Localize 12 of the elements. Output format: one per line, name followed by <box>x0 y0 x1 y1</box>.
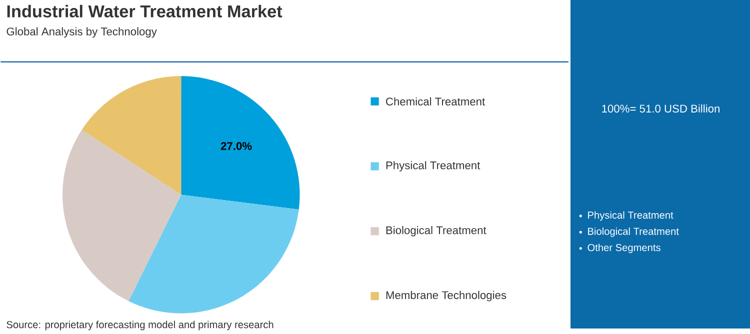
text: Other Segments <box>588 244 660 254</box>
text: Biological Treatment <box>588 228 679 238</box>
legend-label: Biological Treatment <box>386 226 486 237</box>
legend-label: Physical Treatment <box>386 161 480 172</box>
text: Physical Treatment <box>588 211 674 221</box>
data-label: 27.0% <box>220 142 252 150</box>
legend-label: Chemical Treatment <box>386 98 486 106</box>
source-note: Source: proprietary forecasting model and primary research <box>6 321 274 330</box>
chart-subtitle: Global Analysis by Technology <box>6 27 157 38</box>
text: 100%= 51.0 USD Billion <box>602 104 720 113</box>
legend-label: Membrane Technologies <box>386 291 506 302</box>
chart-title: Industrial Water Treatment Market <box>7 5 282 18</box>
